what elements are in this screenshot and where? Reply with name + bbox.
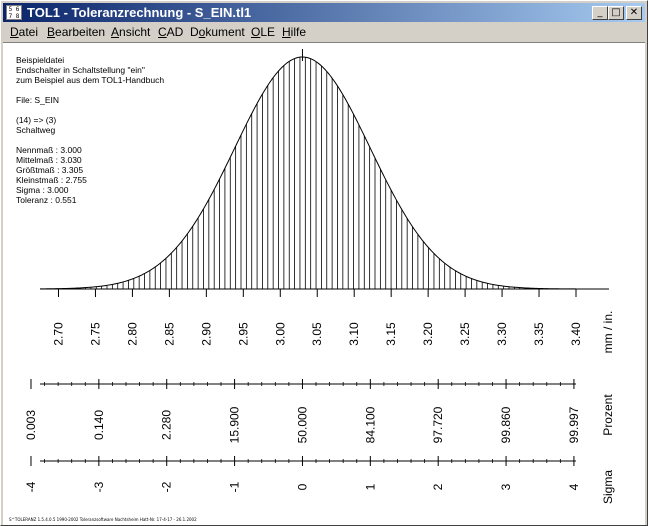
info-line [16, 85, 164, 95]
sigma-tick-label: 0 [295, 483, 309, 490]
mm-tick-label: 3.25 [458, 322, 472, 346]
sigma-axis-label: Sigma [601, 470, 615, 504]
info-line: zum Beispiel aus dem TOL1-Handbuch [16, 75, 165, 85]
percent-tick-label: 84.100 [363, 406, 377, 443]
mm-tick-label: 2.80 [125, 322, 139, 346]
mm-tick-label: 3.00 [273, 322, 287, 346]
app-icon[interactable]: 5 6 7 8 9 [6, 5, 22, 20]
info-line: Schaltweg [16, 125, 56, 135]
mm-tick-label: 2.90 [199, 322, 213, 346]
sigma-tick-label: 4 [567, 483, 581, 490]
menu-hilfe[interactable]: Hilfe [282, 25, 307, 39]
close-button[interactable]: ✕ [626, 6, 642, 20]
menu-bearbeiten[interactable]: Bearbeiten [47, 25, 106, 39]
percent-axis-label: Prozent [601, 394, 615, 436]
sigma-tick-label: -1 [228, 481, 242, 492]
info-line [16, 135, 164, 145]
info-line: (14) => (3) [16, 115, 57, 125]
sigma-tick-label: 3 [499, 483, 513, 490]
title-bar[interactable]: 5 6 7 8 9 TOL1 - Toleranzrechnung - S_EI… [3, 3, 645, 22]
mm-tick-label: 3.40 [569, 322, 583, 346]
info-line: Mittelmaß : 3.030 [16, 155, 82, 165]
sigma-tick-label: 2 [431, 483, 445, 490]
mm-tick-label: 3.30 [495, 322, 509, 346]
menu-ansicht[interactable]: Ansicht [111, 25, 151, 39]
sigma-tick-label: -3 [92, 481, 106, 492]
info-line: Sigma : 3.000 [16, 185, 69, 195]
plot-canvas[interactable]: 2.70 2.75 2.80 2.85 2.90 2.95 3.00 3.05 3.10 3.15… [3, 42, 645, 525]
menu-datei[interactable]: Datei [10, 25, 39, 39]
info-line: Kleinstmaß : 2.755 [16, 175, 87, 185]
percent-tick-label: 50.000 [295, 406, 309, 443]
minimize-button[interactable]: _ [592, 6, 608, 20]
mm-tick-label: 2.75 [88, 322, 102, 346]
info-line: Größtmaß : 3.305 [16, 165, 84, 175]
info-line: Toleranz : 0.551 [16, 195, 77, 205]
mm-tick-label: 3.05 [310, 322, 324, 346]
mm-tick-label: 3.20 [421, 322, 435, 346]
info-panel: Beispieldatei Endschalter in Schaltstellu… [16, 55, 164, 205]
percent-tick-label: 99.997 [567, 406, 581, 443]
percent-tick-label: 97.720 [431, 406, 445, 443]
mm-tick-label: 2.85 [162, 322, 176, 346]
percent-tick-label: 99.860 [499, 406, 513, 443]
mm-tick-label: 3.10 [347, 322, 361, 346]
mm-axis-label: mm / in. [601, 311, 615, 354]
distribution-chart: 2.70 2.75 2.80 2.85 2.90 2.95 3.00 3.05 3.10 3.15… [24, 49, 615, 504]
menu-cad[interactable]: CAD [158, 25, 184, 39]
density-curve [39, 56, 577, 290]
mm-tick-label: 3.35 [532, 322, 546, 346]
info-line: Nennmaß : 3.000 [16, 145, 82, 155]
sigma-tick-label: 1 [363, 483, 377, 490]
percent-tick-label: 2.280 [160, 410, 174, 440]
sigma-tick-label: -4 [24, 481, 38, 492]
mm-tick-label: 2.70 [51, 322, 65, 346]
percent-tick-label: 15.900 [228, 406, 242, 443]
info-line: Endschalter in Schaltstellung "ein" [16, 65, 145, 75]
info-line [16, 105, 164, 115]
mm-tick-label: 3.15 [384, 322, 398, 346]
maximize-button[interactable]: □ [608, 6, 624, 20]
footer-text: S^TOLERANZ 1.5.4.0.5 1990-2002 Toleranzs… [9, 517, 197, 522]
menu-bar: Datei Bearbeiten Ansicht CAD Dokument OLE Hilf… [3, 23, 645, 42]
mm-tick-label: 2.95 [236, 322, 250, 346]
percent-tick-label: 0.003 [24, 410, 38, 440]
menu-dokument[interactable]: Dokument [190, 25, 245, 39]
menu-ole[interactable]: OLE [251, 25, 276, 39]
info-line: File: S_EIN [16, 95, 59, 105]
info-line: Beispieldatei [16, 55, 65, 65]
window-title: TOL1 - Toleranzrechnung - S_EIN.tl1 [27, 5, 252, 20]
percent-tick-label: 0.140 [92, 410, 106, 440]
sigma-tick-label: -2 [160, 481, 174, 492]
